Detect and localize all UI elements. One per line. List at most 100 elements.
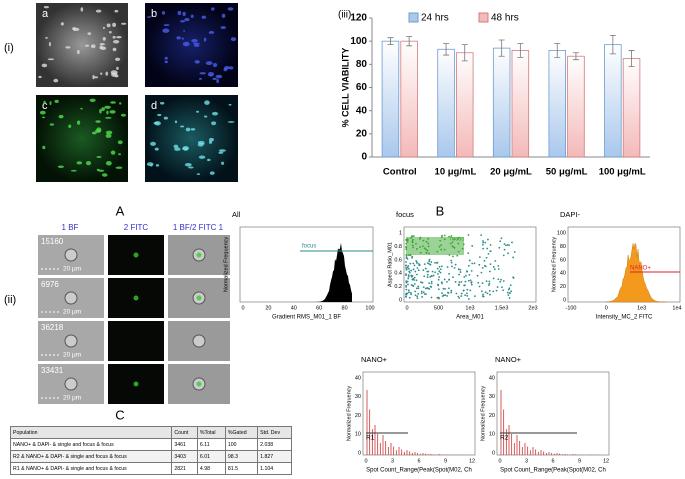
panel-title: NANO+ [361, 355, 388, 364]
event-dot [508, 292, 511, 295]
cell [182, 11, 186, 17]
table-cell: R2 & NANO+ & DAPI- & single and focus & … [9, 450, 173, 463]
event-dot [429, 285, 432, 288]
bar [567, 55, 585, 158]
event-dot [424, 267, 427, 270]
event-dot [506, 291, 509, 294]
x-tick-label: 3 [525, 458, 528, 464]
x-tick-label: 10 μg/mL [435, 167, 477, 178]
event-dot [406, 257, 409, 260]
event-dot [459, 268, 462, 271]
cell [180, 20, 186, 23]
table-cell: 2.038 [257, 438, 292, 451]
fluorescence [133, 381, 139, 387]
y-tick-label: 0 [492, 450, 495, 456]
event-dot [405, 280, 408, 283]
y-tick-label: 0 [399, 297, 402, 303]
event-dot [471, 245, 474, 247]
cell [64, 334, 78, 348]
event-dot [441, 295, 444, 297]
event-dot [452, 255, 454, 258]
event-dot [446, 280, 448, 283]
event-dot [458, 297, 461, 299]
cell [106, 110, 109, 115]
cell [211, 7, 215, 11]
x-tick-label: 60 [316, 305, 322, 311]
table-cell: 6.11 [196, 438, 226, 451]
micrograph [145, 95, 238, 182]
event-dot [507, 288, 510, 291]
x-label: Intensity_MC_2 FITC [596, 315, 653, 321]
event-dot [426, 287, 429, 289]
gate-label: focus [450, 237, 464, 243]
event-dot [488, 282, 491, 285]
y-tick-label: 20 [489, 413, 495, 419]
table-cell: 2821 [171, 462, 198, 475]
cell [42, 145, 46, 150]
cell [188, 166, 194, 169]
cell [230, 37, 237, 42]
event-dot [405, 256, 408, 259]
event-dot [489, 293, 491, 296]
event-dot [497, 278, 500, 281]
cell [182, 41, 190, 47]
cell [99, 108, 102, 114]
event-dot [503, 243, 506, 245]
cell [76, 161, 83, 165]
cell [101, 107, 105, 111]
x-tick-label: 6 [551, 458, 554, 464]
x-label: Spot Count_Range(Peak(Spot(M02, Ch [366, 468, 472, 474]
cell [49, 123, 55, 126]
event-dot [460, 295, 463, 297]
x-tick-label: 3 [391, 458, 394, 464]
x-tick-label: -100 [565, 305, 576, 311]
cell [96, 127, 102, 132]
panel-label: (ii) [4, 294, 16, 306]
event-dot [508, 244, 510, 247]
cell [177, 10, 182, 16]
event-dot [413, 276, 416, 279]
legend-swatch [408, 12, 419, 23]
event-dot [407, 267, 410, 270]
event-dot [484, 265, 487, 268]
event-dot [412, 285, 415, 288]
panel-letter: a [42, 8, 49, 20]
y-tick-label: 60 [356, 82, 368, 93]
event-dot [482, 241, 485, 244]
event-dot [406, 266, 409, 269]
x-tick-label: 100 [365, 305, 374, 311]
cell [118, 153, 122, 156]
event-dot [418, 264, 421, 267]
event-dot [482, 247, 485, 250]
event-dot [492, 266, 495, 268]
event-dot [458, 283, 460, 286]
table-row: R2 & NANO+ & DAPI- & single and focus & … [9, 450, 292, 463]
y-tick-label: 120 [350, 13, 367, 24]
cell [85, 161, 92, 166]
error-bar [387, 37, 394, 46]
cell [105, 71, 109, 76]
event-dot [510, 290, 513, 293]
cell [192, 42, 200, 45]
event-dot [458, 281, 461, 284]
bar [437, 48, 455, 158]
bar [492, 47, 511, 158]
column-header: 2 FITC [124, 223, 149, 232]
event-dot [463, 276, 466, 278]
event-dot [422, 286, 425, 289]
event-dot [441, 282, 443, 285]
event-dot [411, 235, 414, 238]
event-dot [481, 243, 484, 246]
event-dot [469, 279, 472, 282]
cell [105, 160, 112, 166]
cell [147, 16, 152, 18]
cell [108, 31, 112, 34]
y-tick-label: 1 [399, 230, 402, 236]
cell [174, 147, 181, 151]
cell [109, 110, 116, 114]
histogram-shape [312, 242, 352, 302]
event-dot [430, 280, 433, 283]
cell [100, 46, 107, 51]
y-label: Normalized Frequency [223, 237, 229, 293]
event-dot [410, 269, 413, 272]
